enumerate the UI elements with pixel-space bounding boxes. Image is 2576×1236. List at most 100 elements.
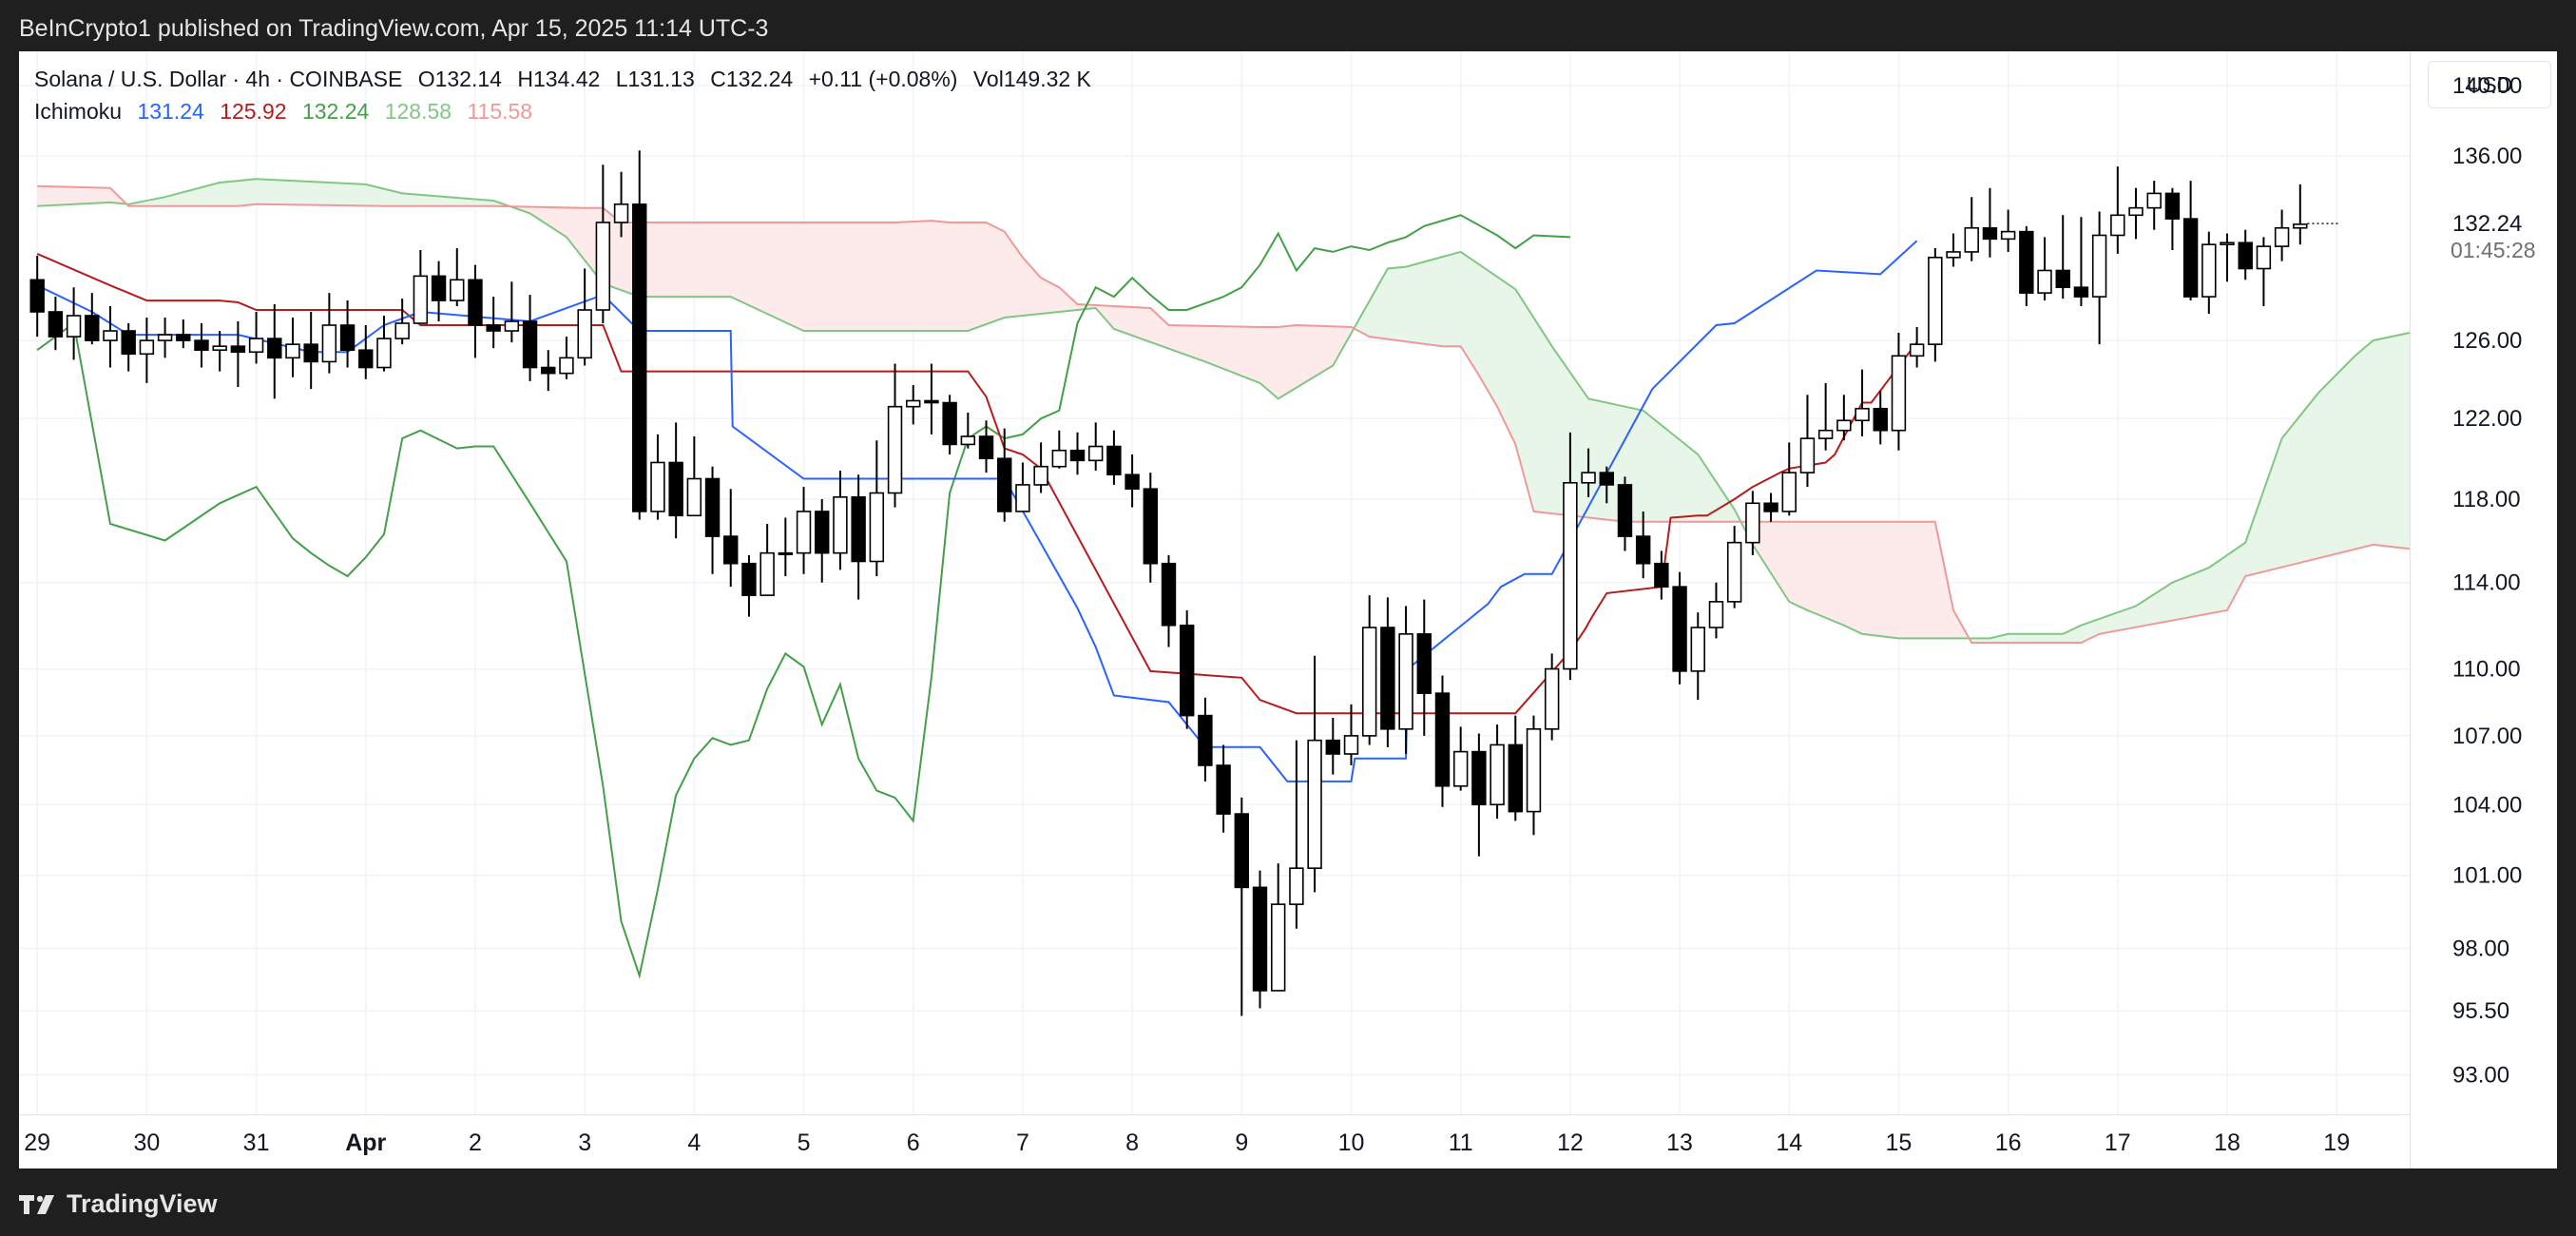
candle bbox=[1289, 740, 1304, 929]
chart-legend: Solana / U.S. Dollar · 4h · COINBASE O13… bbox=[34, 67, 1101, 131]
candle bbox=[559, 337, 574, 379]
candle bbox=[1745, 491, 1760, 555]
candle-body-up bbox=[1909, 343, 1925, 357]
candle bbox=[431, 261, 447, 321]
candle-body-up bbox=[1781, 472, 1797, 512]
candle bbox=[2238, 229, 2253, 280]
indicator-name[interactable]: Ichimoku bbox=[34, 99, 123, 124]
candle bbox=[1708, 582, 1724, 639]
y-tick-label: 122.00 bbox=[2452, 406, 2522, 432]
candle bbox=[997, 428, 1012, 522]
candle bbox=[723, 489, 739, 588]
candle-body-up bbox=[577, 309, 592, 359]
candle bbox=[2182, 181, 2199, 301]
candle-body-down bbox=[815, 511, 830, 554]
candle bbox=[595, 164, 611, 324]
candle bbox=[358, 325, 374, 379]
candle-body-down bbox=[1161, 562, 1177, 627]
candle-body-up bbox=[595, 222, 611, 311]
symbol-row: Solana / U.S. Dollar · 4h · COINBASE O13… bbox=[34, 67, 1101, 99]
candle-body-up bbox=[1836, 419, 1852, 432]
candle-body-down bbox=[431, 275, 447, 301]
currency-button[interactable]: USD bbox=[2428, 61, 2551, 108]
candle bbox=[869, 440, 885, 577]
candle-body-down bbox=[303, 343, 318, 363]
cloud-segment bbox=[821, 222, 877, 332]
candle-body-up bbox=[394, 322, 410, 339]
candle-body-up bbox=[1452, 750, 1469, 787]
candles bbox=[29, 150, 2308, 1016]
symbol-title[interactable]: Solana / U.S. Dollar · 4h · COINBASE bbox=[34, 67, 403, 91]
candle-body-down bbox=[121, 330, 136, 356]
cloud-segment bbox=[237, 178, 258, 207]
candle bbox=[1544, 653, 1560, 741]
cloud-segment bbox=[1405, 256, 1443, 347]
candle-body-up bbox=[1307, 739, 1322, 869]
candle bbox=[121, 323, 136, 372]
candle bbox=[1654, 550, 1669, 600]
candle bbox=[1143, 473, 1159, 583]
candle-body-up bbox=[1490, 744, 1505, 806]
candle bbox=[1380, 597, 1395, 747]
x-tick-label: 7 bbox=[1016, 1130, 1029, 1156]
candle bbox=[668, 422, 683, 539]
candle bbox=[1015, 462, 1030, 512]
candle-body-down bbox=[741, 562, 757, 596]
candle bbox=[796, 487, 812, 574]
candle-body-down bbox=[267, 338, 282, 359]
candle bbox=[468, 264, 483, 358]
x-tick-label: 18 bbox=[2214, 1130, 2240, 1156]
candle bbox=[1891, 333, 1907, 451]
y-tick-label: 114.00 bbox=[2452, 570, 2521, 596]
candlestick-chart[interactable]: 93.00 95.50 98.00 101.00 104.00 107.00 110.00 1… bbox=[19, 51, 2557, 1168]
candle bbox=[2037, 237, 2052, 301]
cloud-segment bbox=[1022, 256, 1042, 317]
cloud-segment bbox=[986, 222, 1006, 325]
candle bbox=[1490, 724, 1505, 819]
candle-body-down bbox=[1234, 813, 1250, 889]
chart-panel[interactable]: 93.00 95.50 98.00 101.00 104.00 107.00 110.00 1… bbox=[19, 51, 2557, 1168]
cloud-segment bbox=[875, 222, 896, 332]
candle bbox=[303, 312, 318, 390]
candle bbox=[1873, 391, 1888, 445]
candle bbox=[1125, 454, 1140, 508]
candle bbox=[1799, 395, 1816, 488]
candle-body-up bbox=[1361, 627, 1377, 737]
candle-body-down bbox=[1471, 750, 1487, 806]
candle bbox=[1563, 432, 1578, 681]
cloud-segment bbox=[1843, 521, 1863, 635]
x-tick-label: 10 bbox=[1338, 1130, 1365, 1156]
y-tick-label: 98.00 bbox=[2452, 936, 2509, 961]
candle bbox=[1325, 717, 1341, 775]
candle bbox=[833, 470, 848, 570]
x-tick-label: 8 bbox=[1125, 1130, 1139, 1156]
candle-body-up bbox=[2000, 230, 2016, 241]
candle bbox=[157, 317, 173, 358]
candle bbox=[2000, 209, 2016, 252]
candle bbox=[960, 412, 976, 449]
cloud-segment bbox=[1369, 266, 1389, 340]
cloud-segment bbox=[2373, 332, 2411, 550]
base-line bbox=[36, 252, 1918, 715]
candle-body-up bbox=[1051, 449, 1067, 468]
cloud-segment bbox=[1916, 521, 1936, 639]
publish-bar: BeInCrypto1 published on TradingView.com… bbox=[0, 0, 2576, 51]
candle bbox=[2019, 225, 2034, 307]
candle-body-up bbox=[450, 279, 465, 301]
axes: 93.00 95.50 98.00 101.00 104.00 107.00 110.00 1… bbox=[19, 51, 2536, 1168]
candle bbox=[1452, 726, 1469, 791]
candle bbox=[650, 434, 665, 520]
candle bbox=[1817, 382, 1834, 451]
candle-body-down bbox=[632, 203, 647, 512]
candle-body-up bbox=[2274, 226, 2290, 247]
candle bbox=[486, 297, 501, 349]
candle bbox=[1179, 609, 1195, 729]
candle bbox=[686, 436, 702, 517]
candle-body-up bbox=[2037, 269, 2052, 294]
candle-body-up bbox=[2256, 245, 2272, 270]
lagging-span-line bbox=[36, 214, 1570, 979]
candle bbox=[1672, 571, 1687, 685]
tradingview-logo[interactable]: TradingView bbox=[19, 1189, 218, 1219]
candle bbox=[230, 320, 246, 388]
candle-body-down bbox=[1252, 886, 1268, 992]
